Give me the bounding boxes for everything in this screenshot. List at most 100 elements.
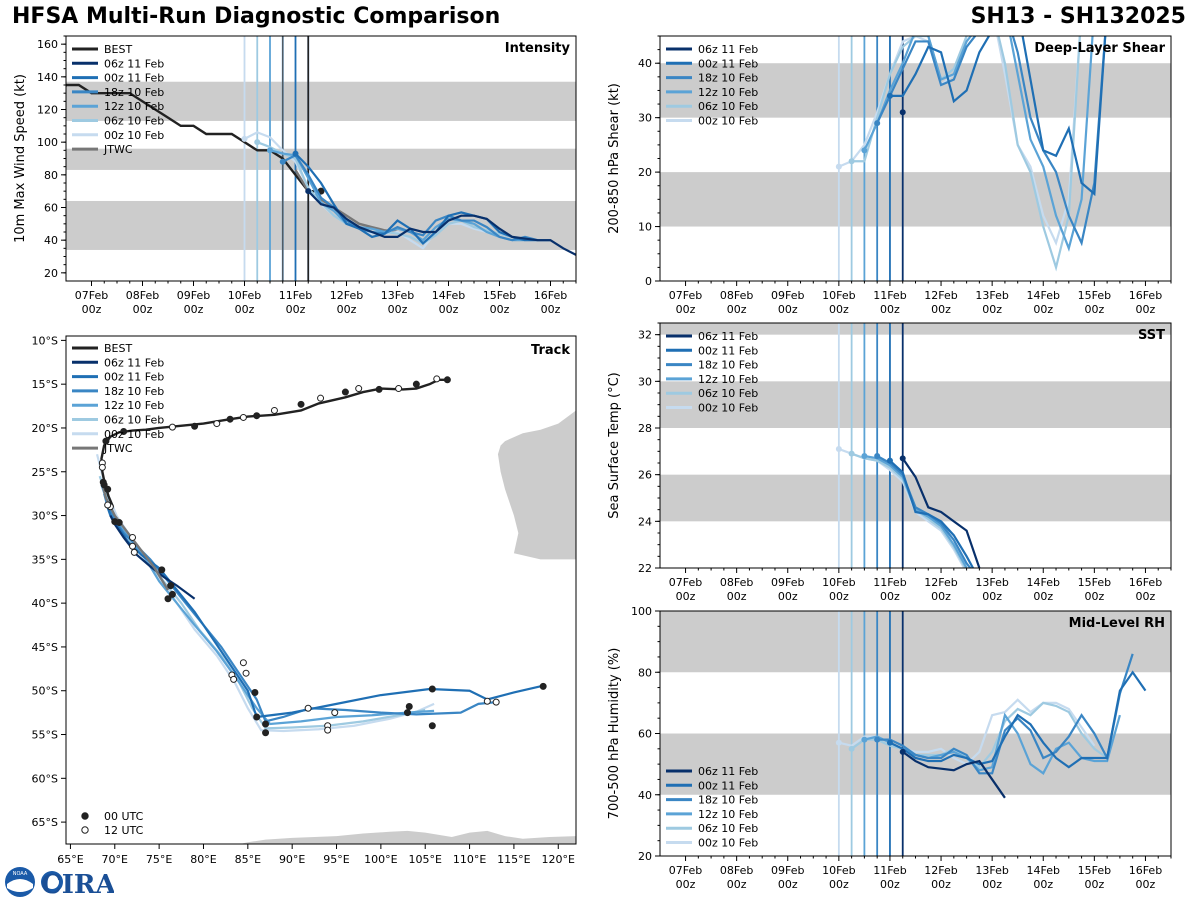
x-tick-label-date: 13Feb — [975, 289, 1008, 302]
x-tick-label-date: 10Feb — [228, 289, 261, 302]
y-axis-label: 700-500 hPa Humidity (%) — [607, 648, 622, 820]
legend-label: 18z 10 Feb — [104, 86, 164, 99]
y-axis-label: 200-850 hPa Shear (kt) — [607, 83, 622, 234]
marker-00utc — [226, 415, 234, 423]
page-title: HFSA Multi-Run Diagnostic Comparison — [12, 4, 501, 29]
y-tick-label: 20 — [638, 166, 652, 179]
x-tick-label-date: 10Feb — [822, 289, 855, 302]
x-tick-label-date: 14Feb — [432, 289, 465, 302]
run-track-line — [109, 515, 196, 600]
x-tick-label: 80°E — [190, 853, 216, 866]
run-line — [850, 701, 1108, 769]
x-tick-label-date: 07Feb — [75, 289, 108, 302]
jtwc-track-line — [100, 480, 170, 591]
marker-12utc — [242, 669, 250, 677]
x-tick-label-hour: 00z — [133, 303, 153, 316]
y-tick-label: 30 — [638, 112, 652, 125]
legend-label: 00z 11 Feb — [698, 344, 758, 357]
marker-12utc — [304, 704, 312, 712]
marker-00utc — [253, 412, 261, 420]
y-tick-label: 140 — [37, 71, 58, 84]
cira-logo-text: CIRA — [41, 870, 114, 898]
marker-12utc — [239, 659, 247, 667]
x-tick-label-date: 11Feb — [873, 289, 906, 302]
run-start-point — [292, 150, 299, 157]
x-tick-label-hour: 00z — [1136, 590, 1156, 603]
marker-00utc — [120, 427, 128, 435]
marker-12utc — [331, 709, 339, 717]
y-tick-label: 0 — [645, 275, 652, 288]
marker-00utc — [115, 519, 123, 527]
plot-frame — [65, 335, 577, 845]
x-tick-label-date: 11Feb — [279, 289, 312, 302]
legend-label: 06z 11 Feb — [104, 57, 164, 70]
run-start-point — [886, 739, 893, 746]
x-tick-label-hour: 00z — [1033, 878, 1053, 891]
threshold-band — [660, 611, 1171, 673]
x-tick-label-hour: 00z — [1136, 303, 1156, 316]
marker-00utc — [104, 485, 112, 493]
australia-landmass — [497, 410, 576, 560]
x-tick-label-date: 15Feb — [483, 289, 516, 302]
marker-00utc — [253, 713, 261, 721]
x-tick-label-hour: 00z — [880, 590, 900, 603]
run-track-line — [104, 502, 541, 719]
y-tick-label: 50°S — [32, 685, 58, 698]
x-tick-label-hour: 00z — [778, 590, 798, 603]
y-tick-label: 100 — [37, 136, 58, 149]
y-tick-label: 20 — [638, 850, 652, 863]
x-tick-label-hour: 00z — [727, 878, 747, 891]
threshold-band — [660, 323, 1171, 335]
run-line — [307, 190, 576, 256]
y-tick-label: 28 — [638, 422, 652, 435]
run-start-point — [241, 135, 248, 142]
run-track-line — [100, 484, 435, 726]
y-tick-label: 40°S — [32, 597, 58, 610]
legend-label: 06z 10 Feb — [104, 414, 164, 427]
run-start-point — [861, 453, 868, 459]
x-tick-label-hour: 00z — [676, 303, 696, 316]
y-tick-label: 10 — [638, 221, 652, 234]
legend-label: 06z 10 Feb — [698, 387, 758, 400]
y-tick-label: 160 — [37, 38, 58, 51]
y-tick-label: 45°S — [32, 641, 58, 654]
x-tick-label-date: 10Feb — [822, 864, 855, 877]
legend-label: 00z 10 Feb — [698, 837, 758, 850]
run-line — [851, 36, 1081, 272]
y-tick-label: 60 — [638, 728, 652, 741]
run-line — [877, 653, 1134, 775]
legend-label: BEST — [104, 342, 132, 355]
run-track-line — [95, 453, 435, 733]
legend-label: 12z 10 Feb — [698, 86, 758, 99]
marker-00utc — [262, 729, 270, 737]
storm-id: SH13 - SH132025 — [970, 4, 1186, 29]
run-line — [863, 36, 1094, 252]
x-tick-label: 95°E — [323, 853, 349, 866]
y-tick-label: 22 — [638, 562, 652, 575]
x-tick-label-date: 13Feb — [975, 864, 1008, 877]
legend-label: JTWC — [103, 442, 133, 455]
run-start-point — [899, 109, 906, 116]
x-tick-label-hour: 00z — [676, 590, 696, 603]
x-tick-label: 105°E — [408, 853, 441, 866]
x-tick-label-hour: 00z — [829, 590, 849, 603]
x-tick-label: 70°E — [102, 853, 128, 866]
panel-intensity: 2040608010012014016007Feb00z08Feb00z09Fe… — [13, 35, 577, 316]
x-tick-label-date: 14Feb — [1027, 864, 1060, 877]
x-tick-label-date: 13Feb — [381, 289, 414, 302]
run-line — [269, 149, 525, 242]
x-tick-label-hour: 00z — [235, 303, 255, 316]
x-tick-label-hour: 00z — [829, 303, 849, 316]
run-start-point — [886, 457, 893, 464]
marker-12utc — [130, 548, 138, 556]
antarctica-landmass — [240, 830, 576, 844]
marker-12utc — [98, 463, 106, 471]
x-tick-label-hour: 00z — [982, 590, 1002, 603]
legend-label: 12z 10 Feb — [104, 399, 164, 412]
cira-logo: NOAA CIRA — [5, 867, 114, 898]
x-tick-label-hour: 00z — [1136, 878, 1156, 891]
x-tick-label-hour: 00z — [778, 878, 798, 891]
marker-legend-symbol — [81, 826, 89, 834]
marker-12utc — [324, 726, 332, 734]
